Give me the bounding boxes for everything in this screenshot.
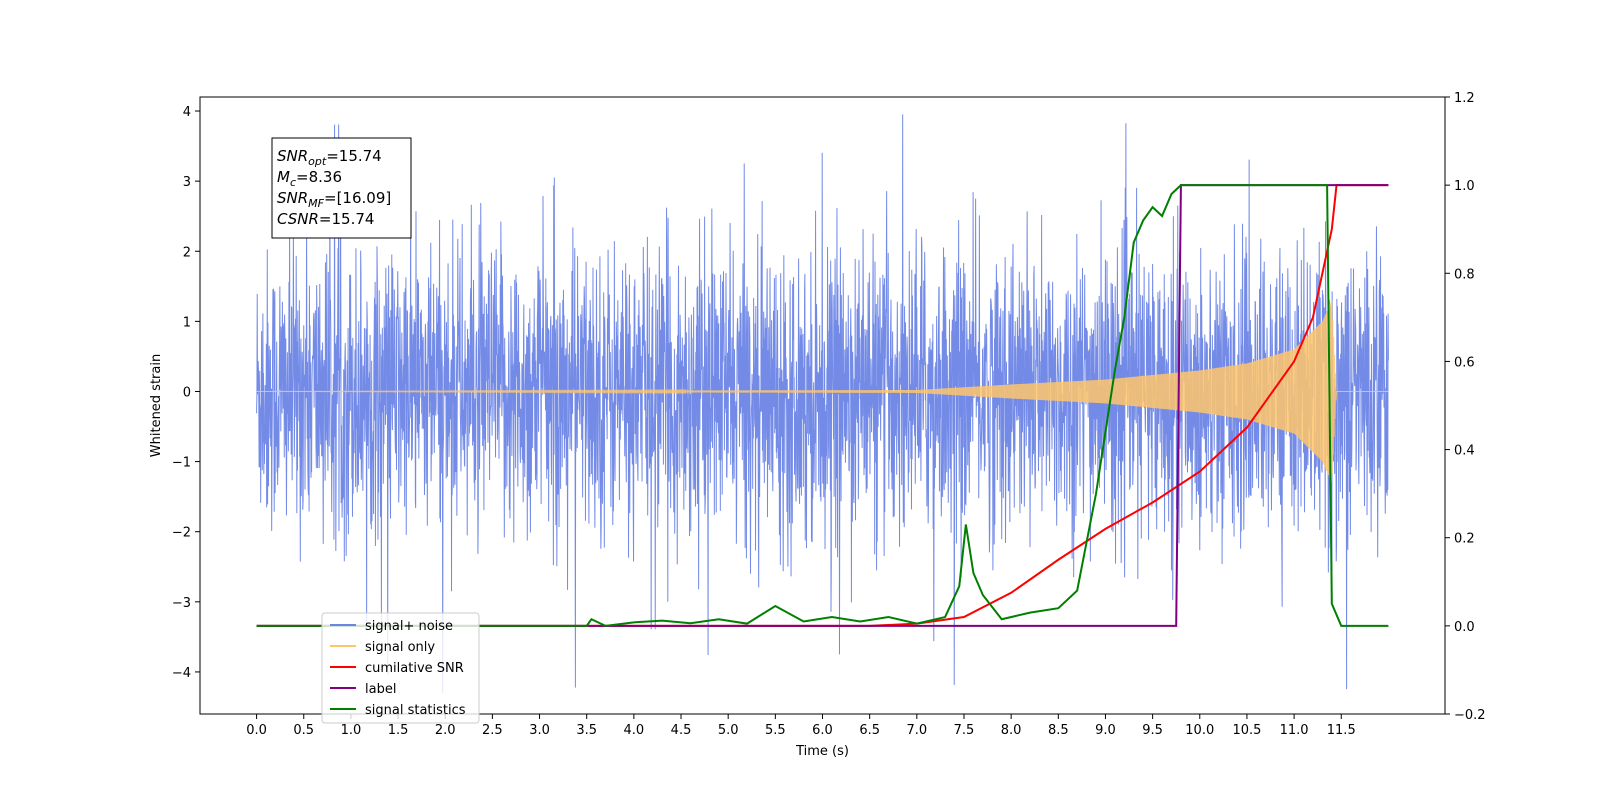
y-tick-label: 2: [183, 245, 191, 260]
legend-label: cumilative SNR: [365, 661, 464, 676]
y2-tick-label: 0.4: [1454, 444, 1475, 459]
x-tick-label: 7.0: [906, 723, 927, 738]
x-tick-label: 11.5: [1327, 723, 1356, 738]
series-signal-only: [256, 300, 1389, 482]
y2-tick-label: 0.0: [1454, 620, 1475, 635]
x-tick-label: 4.0: [624, 723, 645, 738]
y2-tick-label: 0.6: [1454, 355, 1475, 370]
x-tick-label: 8.5: [1048, 723, 1069, 738]
y2-tick-label: 1.0: [1454, 179, 1475, 194]
y-axis-title: Whitened strain: [149, 354, 164, 457]
y-tick-label: 1: [183, 315, 191, 330]
x-tick-label: 3.5: [576, 723, 597, 738]
y-tick-label: 0: [183, 385, 191, 400]
x-tick-label: 9.5: [1142, 723, 1163, 738]
x-tick-label: 9.0: [1095, 723, 1116, 738]
x-tick-label: 8.0: [1001, 723, 1022, 738]
x-tick-label: 10.5: [1232, 723, 1261, 738]
stats-annotation-line: Mc=8.36: [277, 168, 342, 189]
y-tick-label: −2: [172, 526, 191, 541]
legend-label: label: [365, 682, 396, 697]
x-tick-label: 2.5: [482, 723, 503, 738]
y2-tick-label: 0.2: [1454, 532, 1475, 547]
x-tick-label: 6.0: [812, 723, 833, 738]
stats-annotation-line: SNRMF=[16.09]: [277, 189, 391, 210]
legend-box: [321, 612, 480, 724]
y2-tick-label: 0.8: [1454, 267, 1475, 282]
x-tick-label: 0.5: [293, 723, 314, 738]
x-tick-label: 1.0: [341, 723, 362, 738]
y2-tick-label: −0.2: [1454, 708, 1486, 723]
series-signal-statistics: [256, 184, 1389, 627]
stats-annotation-line: CSNR=15.74: [277, 210, 374, 228]
x-axis-title: Time (s): [795, 744, 849, 759]
stats-annotation-box: [271, 137, 412, 239]
y-tick-label: −4: [172, 666, 191, 681]
x-tick-label: 0.0: [246, 723, 267, 738]
x-tick-label: 11.0: [1280, 723, 1309, 738]
x-tick-label: 7.5: [954, 723, 975, 738]
stats-annotation-line: SNRopt=15.74: [277, 147, 382, 168]
legend-label: signal+ noise: [365, 619, 453, 634]
x-tick-label: 2.0: [435, 723, 456, 738]
legend-label: signal statistics: [365, 703, 466, 718]
x-tick-label: 3.0: [529, 723, 550, 738]
x-tick-label: 10.0: [1185, 723, 1214, 738]
x-tick-label: 6.5: [859, 723, 880, 738]
series-cumilative-snr: [256, 184, 1389, 627]
x-tick-label: 1.5: [388, 723, 409, 738]
x-tick-label: 4.5: [671, 723, 692, 738]
y-tick-label: 4: [183, 105, 191, 120]
series-signal-noise: [256, 114, 1389, 693]
y-tick-label: 3: [183, 175, 191, 190]
y-tick-label: −3: [172, 596, 191, 611]
y2-tick-label: 1.2: [1454, 91, 1475, 106]
legend-label: signal only: [365, 640, 435, 655]
x-tick-label: 5.5: [765, 723, 786, 738]
x-tick-label: 5.0: [718, 723, 739, 738]
y-tick-label: −1: [172, 456, 191, 471]
